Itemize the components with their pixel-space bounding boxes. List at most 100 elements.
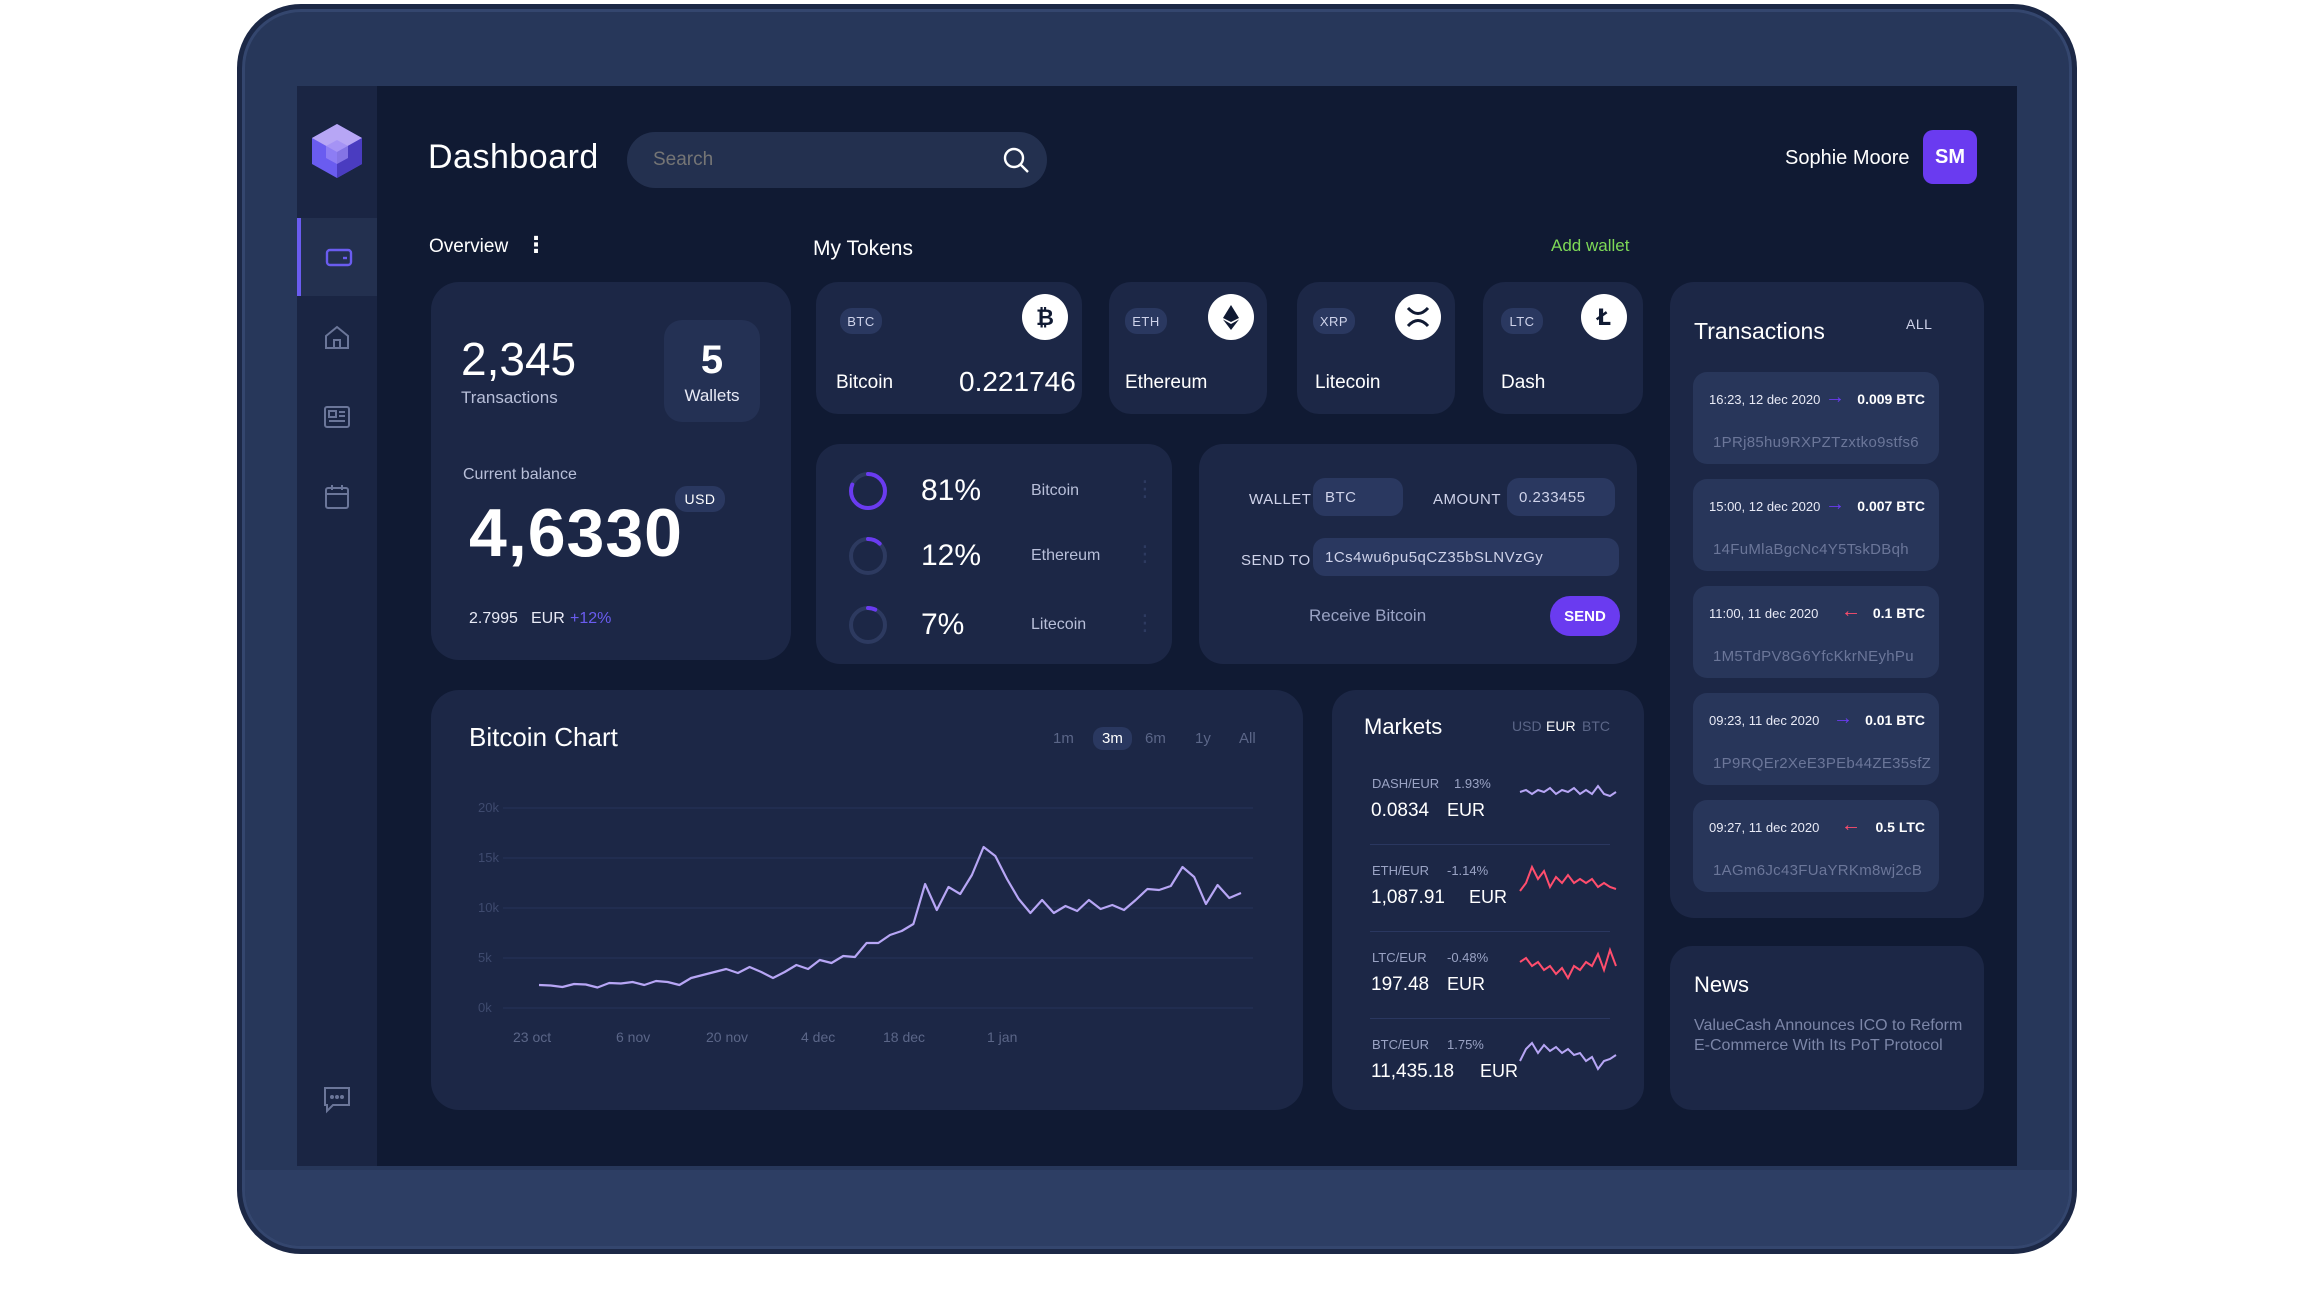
bitcoin-chart-card: Bitcoin Chart 1m 3m 6m 1y All 20k 15k 10k 5k 0k 2… xyxy=(431,690,1303,1110)
add-wallet-link[interactable]: Add wallet xyxy=(1551,236,1630,255)
x-tick-label: 6 nov xyxy=(616,1029,650,1045)
send-to-input[interactable]: 1Cs4wu6pu5qCZ35bSLNVzGy xyxy=(1313,538,1619,576)
transaction-address: 1P9RQEr2XeE3PEb44ZE35sfZ xyxy=(1713,755,1932,772)
transaction-row[interactable]: 11:00, 11 dec 2020 ← 0.1 BTC 1M5TdPV8G6YfcK… xyxy=(1693,586,1939,678)
transaction-address: 1M5TdPV8G6YfcKkrNEyhPu xyxy=(1713,648,1914,665)
token-ticker: LTC xyxy=(1501,308,1543,334)
nav-chat[interactable] xyxy=(297,1060,377,1138)
allocation-percent: 81% xyxy=(921,474,982,507)
divider xyxy=(1370,844,1610,845)
y-tick-label: 20k xyxy=(478,800,499,815)
wallets-count: 5 xyxy=(700,338,724,382)
transaction-amount: 0.007 BTC xyxy=(1857,498,1925,514)
wallet-select[interactable]: BTC xyxy=(1313,478,1403,516)
sparkline-line xyxy=(1519,784,1617,798)
market-row[interactable]: ETH/EUR -1.14% 1,087.91 EUR xyxy=(1332,863,1644,933)
arrow-left-icon: ← xyxy=(1841,600,1861,622)
currency-tab-btc[interactable]: BTC xyxy=(1582,718,1610,734)
range-tab-1y[interactable]: 1y xyxy=(1195,730,1211,747)
range-tab-6m[interactable]: 6m xyxy=(1145,730,1166,747)
currency-tab-eur[interactable]: EUR xyxy=(1546,718,1576,734)
market-change: -0.48% xyxy=(1447,950,1489,965)
token-ticker: BTC xyxy=(840,308,882,334)
token-ticker: ETH xyxy=(1125,308,1167,334)
currency-tab-usd[interactable]: USD xyxy=(1512,718,1542,734)
laptop-bezel-bottom xyxy=(245,1170,2069,1246)
transaction-time: 16:23, 12 dec 2020 xyxy=(1709,392,1821,407)
allocation-card: 81% Bitcoin ⋮ 12% Ethereum ⋮ 7% Litecoin ⋮ xyxy=(816,444,1172,664)
allocation-row[interactable]: 7% Litecoin ⋮ xyxy=(816,600,1172,650)
allocation-row[interactable]: 81% Bitcoin ⋮ xyxy=(816,466,1172,516)
transactions-title: Transactions xyxy=(1694,318,1825,344)
allocation-row[interactable]: 12% Ethereum ⋮ xyxy=(816,531,1172,581)
nav-wallet[interactable] xyxy=(297,218,377,296)
market-change: -1.14% xyxy=(1447,863,1489,878)
x-tick-label: 4 dec xyxy=(801,1029,835,1045)
app-logo[interactable] xyxy=(310,122,364,180)
transaction-row[interactable]: 09:23, 11 dec 2020 → 0.01 BTC 1P9RQEr2XeE3P… xyxy=(1693,693,1939,785)
y-tick-label: 0k xyxy=(478,1000,492,1015)
transaction-row[interactable]: 16:23, 12 dec 2020 → 0.009 BTC 1PRj85hu9RXP… xyxy=(1693,372,1939,464)
wallets-box[interactable]: 5 Wallets xyxy=(664,320,760,422)
transaction-amount: 0.01 BTC xyxy=(1865,712,1925,728)
token-card-ltc[interactable]: LTC Ł Dash xyxy=(1483,282,1643,414)
x-tick-label: 23 oct xyxy=(513,1029,551,1045)
market-pair: BTC/EUR xyxy=(1372,1037,1430,1052)
news-headline[interactable]: ValueCash Announces ICO to Reform E-Comm… xyxy=(1694,1017,1963,1054)
amount-input[interactable]: 0.233455 xyxy=(1507,478,1615,516)
eur-value: 2.7995 xyxy=(469,610,518,627)
progress-ring xyxy=(849,472,887,510)
market-price: 0.0834 xyxy=(1371,800,1430,821)
search-bar[interactable] xyxy=(627,132,1047,188)
ethereum-icon xyxy=(1208,294,1254,340)
market-row[interactable]: DASH/EUR 1.93% 0.0834 EUR xyxy=(1332,776,1644,846)
market-unit: EUR xyxy=(1480,1061,1519,1081)
allocation-percent: 7% xyxy=(921,608,965,641)
newspaper-icon xyxy=(324,406,350,428)
transaction-row[interactable]: 09:27, 11 dec 2020 ← 0.5 LTC 1AGm6Jc43FUaYR… xyxy=(1693,800,1939,892)
range-tab-3m[interactable]: 3m xyxy=(1093,727,1132,750)
arrow-right-icon: → xyxy=(1825,386,1845,408)
market-pair: LTC/EUR xyxy=(1372,950,1427,965)
transaction-amount: 0.1 BTC xyxy=(1872,605,1925,621)
market-row[interactable]: LTC/EUR -0.48% 197.48 EUR xyxy=(1332,946,1644,1020)
news-card[interactable]: News ValueCash Announces ICO to Reform E… xyxy=(1670,946,1984,1110)
nav-calendar[interactable] xyxy=(297,458,377,536)
row-menu-icon[interactable]: ⋮ xyxy=(1134,541,1156,566)
currency-badge[interactable]: USD xyxy=(675,486,725,512)
token-card-xrp[interactable]: XRP Litecoin xyxy=(1297,282,1455,414)
nav-home[interactable] xyxy=(297,298,377,376)
overview-label: Overview xyxy=(429,236,509,257)
row-menu-icon[interactable]: ⋮ xyxy=(1134,476,1156,501)
allocation-percent: 12% xyxy=(921,539,982,572)
search-input[interactable] xyxy=(653,132,973,188)
transaction-amount: 0.5 LTC xyxy=(1875,819,1925,835)
receive-link[interactable]: Receive Bitcoin xyxy=(1309,606,1427,625)
allocation-name: Litecoin xyxy=(1031,616,1087,633)
range-tab-All[interactable]: All xyxy=(1239,730,1256,747)
allocation-name: Bitcoin xyxy=(1031,482,1080,499)
change-value: +12% xyxy=(570,610,612,627)
token-name: Ethereum xyxy=(1125,372,1208,393)
user-name[interactable]: Sophie Moore xyxy=(1785,147,1910,169)
nav-news[interactable] xyxy=(297,378,377,456)
market-row[interactable]: BTC/EUR 1.75% 11,435.18 EUR xyxy=(1332,1037,1644,1107)
divider xyxy=(1370,931,1610,932)
balance-label: Current balance xyxy=(463,466,577,483)
market-price: 197.48 xyxy=(1371,974,1430,995)
overview-menu-icon[interactable]: ⋮ xyxy=(525,232,547,257)
avatar[interactable]: SM xyxy=(1923,130,1977,184)
token-card-eth[interactable]: ETH Ethereum xyxy=(1109,282,1267,414)
transactions-filter[interactable]: ALL xyxy=(1906,316,1933,332)
search-icon[interactable] xyxy=(1001,145,1031,175)
wallets-label: Wallets xyxy=(684,386,740,405)
range-tab-1m[interactable]: 1m xyxy=(1053,730,1074,747)
send-button[interactable]: SEND xyxy=(1550,596,1620,636)
sparkline-line xyxy=(1519,946,1617,981)
bitcoin-icon: ₿ xyxy=(1022,294,1068,340)
svg-text:₿: ₿ xyxy=(1036,306,1054,331)
transaction-row[interactable]: 15:00, 12 dec 2020 → 0.007 BTC 14FuMlaBgcNc… xyxy=(1693,479,1939,571)
row-menu-icon[interactable]: ⋮ xyxy=(1134,610,1156,635)
token-card-btc[interactable]: BTC ₿ Bitcoin 0.221746 xyxy=(816,282,1082,414)
svg-text:Ł: Ł xyxy=(1596,306,1611,331)
